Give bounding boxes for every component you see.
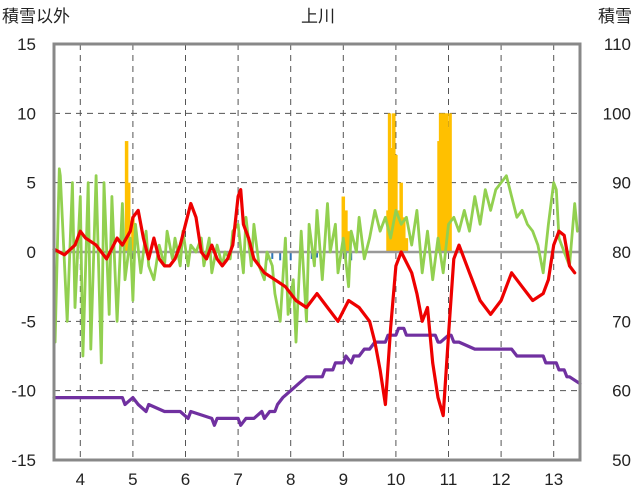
precipitation-bar [448,113,452,252]
y-left-tick-label: -15 [11,451,36,470]
temperature-series [52,188,577,418]
precipitation-bar [394,154,398,252]
precipitation-bars [124,113,452,253]
precipitation-bar [444,113,449,252]
precipitation-bar [126,182,131,252]
sunshine-series [53,167,579,365]
y-right-tick-label: 100 [603,104,631,123]
snowfall-bar [289,252,292,261]
snowfall-bar [316,252,318,258]
snowfall-bar [271,252,274,259]
y-right-tick-labels: 110 100 90 80 70 60 50 [603,35,631,470]
precipitation-bar [131,217,135,252]
y-left-tick-label: 0 [27,243,36,262]
y-left-axis-title: 積雪以外 [2,7,70,26]
x-tick-label: 9 [339,470,348,489]
x-tick-label: 5 [128,470,137,489]
precipitation-bar [399,182,403,252]
precipitation-bar [396,210,401,252]
y-right-tick-label: 70 [612,312,631,331]
y-right-tick-label: 80 [612,243,631,262]
plot-frame [52,42,582,462]
x-tick-labels: 4 5 6 7 8 9 10 11 12 13 [76,470,564,489]
x-tick-label: 11 [440,470,458,489]
y-right-tick-label: 60 [612,382,631,401]
precipitation-bar [392,113,396,252]
y-right-tick-label: 110 [604,35,631,54]
precipitation-bar [404,238,409,252]
x-tick-label: 8 [286,470,295,489]
x-tick-label: 13 [544,470,563,489]
precipitation-bar [124,141,129,252]
precipitation-bar [402,217,406,252]
x-tick-label: 10 [386,470,405,489]
chart-title: 上川 [301,7,335,26]
y-right-tick-label: 50 [612,451,631,470]
x-tick-label: 4 [76,470,85,489]
x-tick-label: 12 [492,470,511,489]
y-right-tick-label: 90 [612,174,631,193]
y-left-tick-label: 15 [17,35,36,54]
x-tick-label: 7 [233,470,242,489]
series-lines [52,167,582,427]
precipitation-bar [346,231,351,252]
precipitation-bar [344,210,348,252]
y-left-tick-label: -5 [21,312,36,331]
y-left-tick-label: -10 [11,382,36,401]
x-tick-label: 6 [181,470,190,489]
y-right-axis-title: 積雪 [598,7,632,26]
y-left-tick-label: 10 [17,104,36,123]
precipitation-bar [341,196,346,252]
snowfall-bar [279,252,282,261]
y-left-tick-label: 5 [27,174,36,193]
y-left-tick-labels: 15 10 5 0 -5 -10 -15 [11,35,36,470]
snow_depth-series [52,326,582,427]
